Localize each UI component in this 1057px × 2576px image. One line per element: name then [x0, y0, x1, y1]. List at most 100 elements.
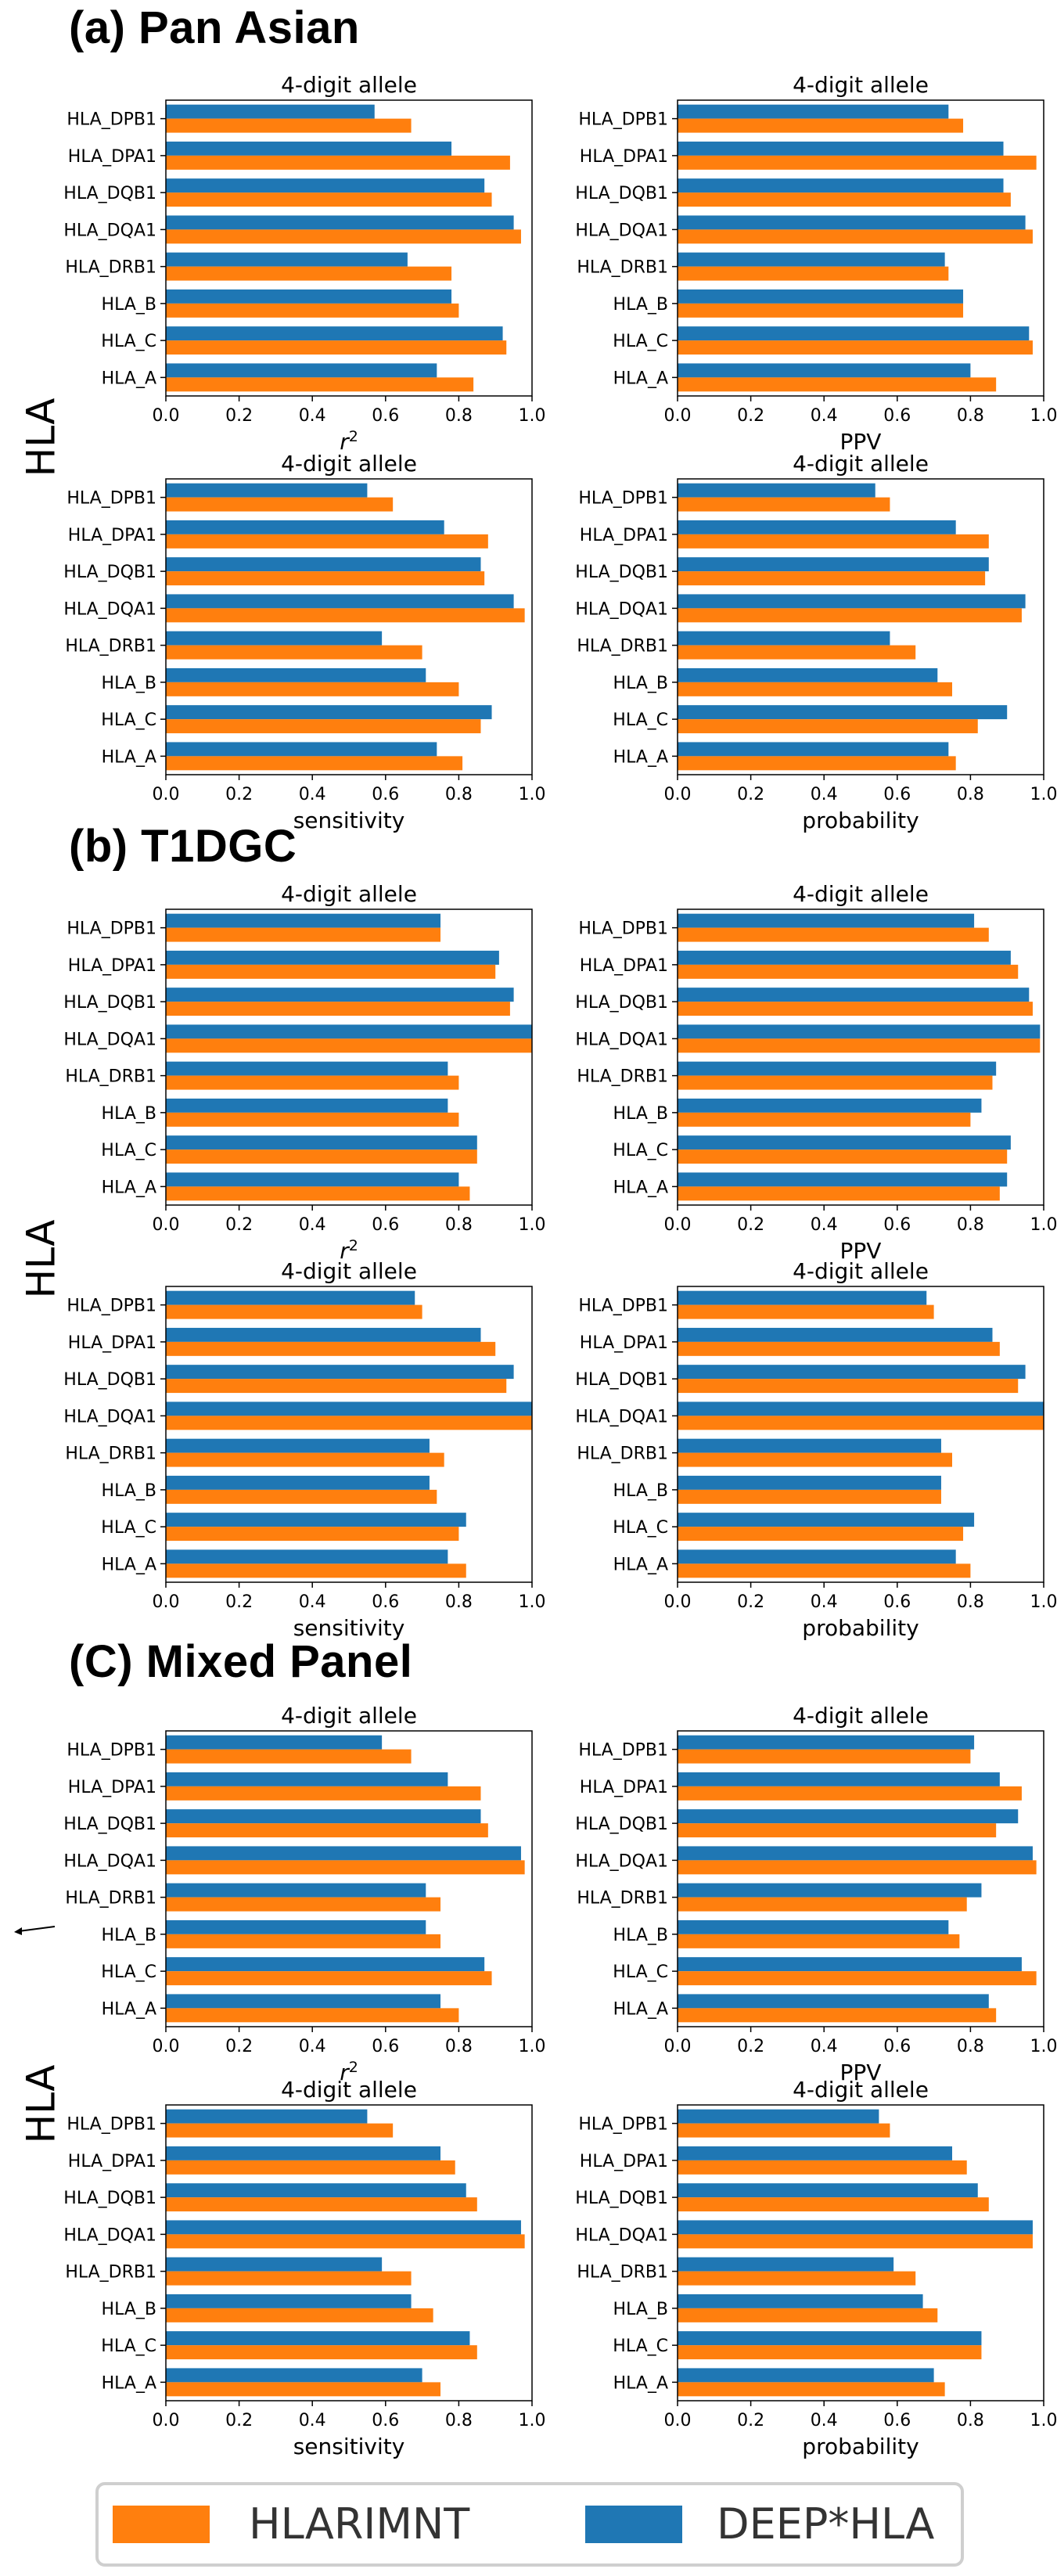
bar-hla-c-deephla [166, 1513, 466, 1527]
bar-hla-dpb1-deephla [678, 1735, 975, 1750]
bar-hla-dqa1-deephla [678, 594, 1026, 609]
y-tick-label: HLA_C [101, 711, 156, 730]
bar-hla-a-hlarimnt [678, 756, 956, 771]
x-axis-label: sensitivity [293, 808, 405, 833]
x-tick-label: 0.0 [664, 2411, 692, 2430]
bar-hla-dpb1-hlarimnt [166, 1749, 412, 1764]
y-tick-label: HLA_DPA1 [68, 1778, 156, 1797]
axes-frame [165, 1286, 533, 1583]
y-tick-label: HLA_DPB1 [67, 1741, 156, 1761]
y-tick-label: HLA_DRB1 [577, 637, 668, 657]
y-tick-label: HLA_DPA1 [580, 2152, 668, 2171]
bar-hla-c-hlarimnt [678, 2345, 982, 2360]
y-tick-label: HLA_DPB1 [578, 489, 668, 509]
bar-hla-dpa1-deephla [166, 950, 499, 965]
x-tick-label: 0.2 [737, 406, 764, 426]
bar-hla-dpa1-deephla [678, 2146, 952, 2160]
bar-hla-drb1-deephla [678, 1438, 941, 1453]
x-tick-label: 0.4 [811, 2411, 838, 2430]
bar-hla-drb1-hlarimnt [166, 1452, 444, 1467]
chart-title: 4-digit allele [793, 2077, 929, 2103]
y-tick-label: HLA_A [613, 1999, 668, 2019]
y-tick-label: HLA_DQA1 [63, 1407, 156, 1427]
bar-hla-b-deephla [166, 1098, 448, 1113]
bar-hla-dqb1-deephla [166, 178, 485, 193]
x-tick-label: 0.6 [372, 785, 399, 804]
y-tick-label: HLA_C [101, 332, 156, 351]
x-tick-label: 0.4 [299, 2411, 326, 2430]
bar-hla-dpb1-deephla [166, 1735, 383, 1750]
bar-hla-dpa1-deephla [166, 1327, 481, 1342]
bar-hla-b-deephla [166, 1475, 430, 1490]
x-tick-label: 0.2 [737, 2411, 764, 2430]
bar-hla-dpb1-hlarimnt [166, 497, 394, 512]
x-tick-label: 0.2 [225, 2411, 253, 2430]
bar-hla-drb1-deephla [166, 2257, 383, 2272]
x-tick-label: 0.2 [225, 1215, 253, 1235]
y-tick-label: HLA_DQA1 [63, 1030, 156, 1049]
axes-frame [677, 908, 1044, 1206]
bar-hla-a-deephla [678, 742, 949, 757]
bar-hla-dpb1-hlarimnt [678, 1749, 971, 1764]
bar-hla-dqa1-hlarimnt [678, 1416, 1044, 1430]
y-tick-label: HLA_DPA1 [68, 1333, 156, 1353]
bar-hla-dpa1-hlarimnt [166, 2160, 455, 2175]
x-tick-label: 0.4 [811, 1215, 838, 1235]
y-tick-label: HLA_B [613, 2300, 668, 2319]
bar-hla-dpb1-deephla [166, 483, 368, 498]
bar-hla-dpb1-deephla [166, 2109, 368, 2124]
chart-title: 4-digit allele [281, 2077, 417, 2103]
y-tick-label: HLA_DPA1 [580, 526, 668, 545]
x-tick-label: 0.4 [299, 2037, 326, 2056]
legend-swatch-hlarimnt [113, 2506, 210, 2543]
chart-2: 4-digit allele HLA_DPB1 HLA_DPA1 HLA_DQB1 HL… [575, 72, 1057, 455]
bar-hla-dqa1-deephla [678, 2220, 1033, 2235]
axes-frame [165, 2104, 533, 2402]
bar-hla-b-hlarimnt [678, 2308, 938, 2322]
bar-hla-drb1-hlarimnt [678, 1075, 993, 1090]
bar-hla-drb1-hlarimnt [166, 2271, 412, 2286]
y-tick-label: HLA_C [101, 1518, 156, 1538]
chart-title: 4-digit allele [281, 451, 417, 477]
y-tick-label: HLA_C [613, 332, 668, 351]
chart-title: 4-digit allele [281, 1258, 417, 1284]
bar-hla-dpb1-hlarimnt [678, 2123, 890, 2138]
x-tick-label: 1.0 [519, 2037, 546, 2056]
y-tick-label: HLA_A [102, 1178, 156, 1197]
x-tick-label: 0.0 [153, 2411, 180, 2430]
axes-frame [165, 1730, 533, 2027]
bar-hla-dpb1-deephla [678, 1290, 927, 1305]
bar-hla-c-deephla [678, 1513, 975, 1527]
x-tick-label: 0.2 [225, 2037, 253, 2056]
bar-hla-dqb1-deephla [678, 988, 1030, 1002]
bar-hla-dpb1-hlarimnt [678, 497, 890, 512]
axes-frame [677, 99, 1044, 397]
bar-hla-dpa1-hlarimnt [166, 964, 496, 979]
x-tick-label: 1.0 [519, 2411, 546, 2430]
bar-hla-c-hlarimnt [166, 1527, 459, 1542]
y-tick-label: HLA_DPA1 [580, 1333, 668, 1353]
x-axis-label: PPV [840, 429, 882, 455]
bar-hla-b-deephla [678, 1919, 949, 1934]
bar-hla-a-deephla [678, 1172, 1008, 1187]
y-tick-label: HLA_DPB1 [67, 1297, 156, 1316]
section-title-b: (b) T1DGC [69, 821, 297, 872]
y-tick-label: HLA_DPB1 [578, 110, 668, 130]
bar-hla-c-hlarimnt [678, 719, 978, 734]
y-tick-label: HLA_DQB1 [575, 1815, 668, 1834]
x-tick-label: 0.0 [664, 785, 692, 804]
bar-hla-dqa1-deephla [678, 1401, 1044, 1416]
bar-hla-dqb1-hlarimnt [678, 571, 986, 586]
x-axis-label: r2 [340, 1237, 358, 1264]
y-tick-label: HLA_DQA1 [63, 221, 156, 240]
y-tick-label: HLA_A [613, 747, 668, 767]
bar-hla-b-hlarimnt [678, 682, 952, 696]
y-tick-label: HLA_DPB1 [67, 2115, 156, 2135]
x-tick-label: 0.0 [664, 406, 692, 426]
bar-hla-c-hlarimnt [678, 1527, 964, 1542]
bar-hla-dqb1-hlarimnt [166, 1002, 510, 1016]
x-tick-label: 0.6 [372, 2411, 399, 2430]
section-title-c: (C) Mixed Panel [69, 1636, 413, 1687]
bar-hla-dqa1-deephla [166, 2220, 521, 2235]
